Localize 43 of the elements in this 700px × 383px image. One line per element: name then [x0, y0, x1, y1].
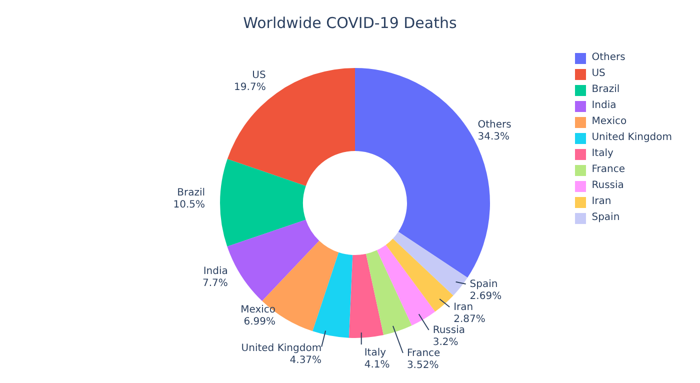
data-label: 4.1% [364, 360, 390, 371]
donut-slice [227, 68, 355, 186]
donut-slice [392, 232, 468, 296]
data-label: 34.3% [478, 131, 510, 142]
data-label: 7.7% [202, 278, 228, 290]
donut-slice [366, 250, 412, 335]
slice-label: Iran [454, 302, 474, 313]
data-label: 6.99% [244, 316, 276, 328]
legend-label: Russia [592, 179, 624, 193]
chart-title: Worldwide COVID-19 Deaths [242, 14, 458, 32]
data-label: 2.69% [470, 291, 502, 302]
slice-label: Others [478, 119, 512, 130]
slice-label: Spain [470, 279, 498, 290]
data-label: 2.87% [454, 314, 486, 325]
slice-label: Italy [364, 348, 386, 359]
slice-label: US [252, 70, 266, 81]
legend-label: India [592, 99, 616, 113]
legend-label: Others [592, 51, 626, 65]
legend-label: US [592, 67, 606, 81]
legend-label: United Kingdom [592, 131, 672, 145]
donut-slice [376, 244, 436, 326]
data-label: 3.52% [406, 360, 439, 371]
slice-label: France [406, 348, 440, 359]
legend-label: Brazil [592, 83, 620, 97]
slice-label: United Kingdom [241, 342, 322, 354]
donut-slice [386, 238, 454, 312]
slice-label: Russia [432, 325, 466, 336]
data-label: 19.7% [234, 82, 266, 93]
donut-slice [220, 158, 306, 246]
slice-label: India [203, 266, 228, 278]
legend-label: Iran [592, 195, 612, 209]
donut-slice [312, 252, 353, 338]
legend-label: Mexico [592, 115, 627, 129]
slice-label: Mexico [240, 304, 276, 316]
slice-label: Brazil [177, 188, 205, 199]
data-label: 10.5% [173, 200, 205, 211]
legend-label: Italy [592, 147, 614, 161]
data-label: 4.37% [290, 354, 322, 366]
legend-label: Spain [592, 211, 620, 225]
donut-slice [227, 220, 320, 301]
donut-slice [348, 254, 384, 338]
legend-label: France [592, 163, 625, 177]
data-label: 3.2% [432, 337, 458, 348]
